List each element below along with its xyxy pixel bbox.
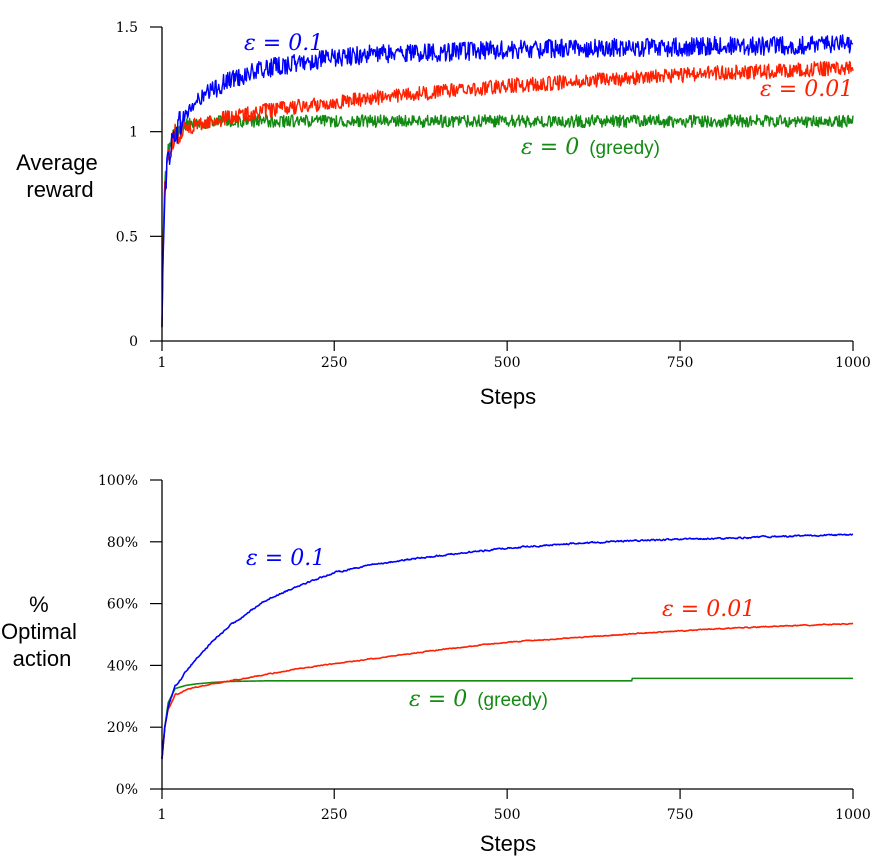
x-tick-label: 250 (321, 355, 348, 371)
series-line-eps-0.1 (161, 533, 854, 760)
legend-label-eps-0.1-text: ε = 0.1 (246, 546, 325, 571)
series-line-eps-0.01 (161, 622, 854, 759)
y-axis-title-line-2: reward (26, 177, 93, 202)
x-tick-label: 500 (494, 807, 521, 823)
y-tick-label: 80% (107, 535, 138, 551)
legend-label-eps-0.01-text: ε = 0.01 (760, 77, 853, 102)
series-line-eps-0-greedy (161, 677, 854, 759)
legend-label-eps-0.01-text: ε = 0.01 (662, 597, 755, 622)
legend-label-eps-0: ε = 0 (greedy) (521, 135, 660, 160)
series-lines (161, 34, 854, 328)
legend-label-greedy-text: (greedy) (477, 690, 548, 711)
x-axis-title: Steps (480, 384, 536, 409)
series-line-eps-0.01 (161, 60, 854, 328)
y-axis-title-line-2: Optimal (1, 619, 77, 644)
legend-label-eps-0.01: ε = 0.01 (760, 77, 853, 102)
x-tick-label: 250 (321, 807, 348, 823)
x-tick-label: 1 (158, 355, 167, 371)
y-tick-label: 40% (107, 658, 138, 674)
optimal-action-chart: 0% 20% 40% 60% 80% 100% 1 250 500 750 1000 % Optim… (1, 473, 871, 856)
y-tick-label: 1.5 (116, 20, 138, 36)
y-axis-title-line-3: action (13, 646, 72, 671)
y-axis-title-line-1: Average (16, 150, 98, 175)
y-tick-label: 0% (116, 782, 138, 798)
legend-label-eps-0.1: ε = 0.1 (244, 31, 323, 56)
ticks: 0% 20% 40% 60% 80% 100% 1 250 500 750 1000 (98, 473, 871, 823)
series-lines (161, 533, 854, 760)
legend-label-eps-0.1: ε = 0.1 (246, 546, 325, 571)
y-tick-label: 0 (129, 334, 138, 350)
legend-label-eps-0-text: ε = 0 (521, 135, 579, 160)
x-tick-label: 750 (667, 807, 694, 823)
x-tick-label: 1 (158, 807, 167, 823)
legend-label-eps-0: ε = 0 (greedy) (409, 687, 548, 712)
legend-label-eps-0.01: ε = 0.01 (662, 597, 755, 622)
y-axis-title: % Optimal action (1, 592, 83, 671)
series-line-eps-0.1 (161, 34, 854, 327)
x-tick-label: 1000 (835, 807, 871, 823)
x-tick-label: 1000 (835, 355, 871, 371)
ticks: 0 0.5 1 1.5 1 250 500 750 1000 (116, 20, 871, 371)
y-axis-title-line-1: % (29, 592, 49, 617)
y-tick-label: 0.5 (116, 229, 138, 245)
legend-label-eps-0.1-text: ε = 0.1 (244, 31, 323, 56)
x-tick-label: 750 (667, 355, 694, 371)
series-line-eps-0-greedy (161, 114, 854, 328)
average-reward-chart: 0 0.5 1 1.5 1 250 500 750 1000 Average reward St… (16, 20, 871, 409)
y-tick-label: 1 (129, 125, 138, 141)
y-tick-label: 100% (98, 473, 138, 489)
legend-label-eps-0-text: ε = 0 (409, 687, 467, 712)
axes (161, 480, 853, 790)
y-axis-title: Average reward (16, 150, 104, 202)
y-tick-label: 60% (107, 597, 138, 613)
legend-label-greedy-text: (greedy) (589, 138, 660, 159)
y-tick-label: 20% (107, 720, 138, 736)
x-tick-label: 500 (494, 355, 521, 371)
x-axis-title: Steps (480, 831, 536, 856)
